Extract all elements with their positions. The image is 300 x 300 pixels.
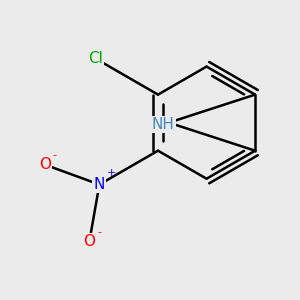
- Text: NH: NH: [152, 117, 175, 132]
- Text: Cl: Cl: [88, 51, 103, 66]
- Text: O: O: [39, 157, 51, 172]
- Text: -: -: [97, 227, 101, 237]
- Text: +: +: [106, 168, 116, 178]
- Text: O: O: [83, 234, 95, 249]
- Text: N: N: [94, 177, 105, 192]
- Text: -: -: [52, 150, 57, 160]
